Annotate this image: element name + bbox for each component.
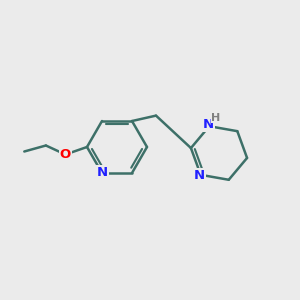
Text: H: H <box>211 113 220 123</box>
Text: N: N <box>194 169 205 182</box>
Text: O: O <box>60 148 71 161</box>
Text: N: N <box>96 167 108 179</box>
Text: N: N <box>203 118 214 131</box>
